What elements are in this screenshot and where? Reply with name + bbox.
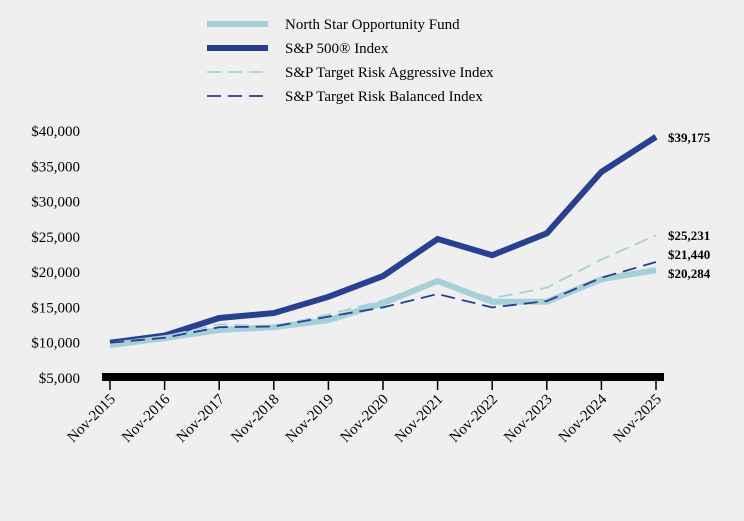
x-tick-label: Nov-2024: [556, 391, 611, 446]
y-tick-label: $40,000: [31, 124, 80, 140]
legend-label: S&P Target Risk Balanced Index: [285, 89, 483, 105]
x-tick-label: Nov-2022: [447, 392, 501, 446]
legend-label: North Star Opportunity Fund: [285, 17, 460, 33]
legend-label: S&P Target Risk Aggressive Index: [285, 65, 494, 81]
series-line-1: [110, 137, 656, 343]
x-tick-label: Nov-2016: [119, 391, 174, 446]
x-tick-label: Nov-2020: [338, 392, 392, 446]
end-value-label: $20,284: [668, 266, 711, 281]
legend-label: S&P 500® Index: [285, 41, 389, 57]
x-tick-label: Nov-2019: [283, 392, 337, 446]
x-tick-label: Nov-2015: [65, 392, 119, 446]
end-value-label: $21,440: [668, 247, 710, 262]
y-tick-label: $10,000: [31, 336, 80, 352]
y-tick-label: $5,000: [39, 371, 80, 387]
legend: North Star Opportunity Fund S&P 500® Inde…: [207, 17, 494, 105]
x-axis-line: [102, 373, 664, 381]
x-tick-label: Nov-2017: [174, 391, 229, 446]
end-value-label: $39,175: [668, 130, 711, 145]
y-tick-label: $30,000: [31, 195, 80, 211]
end-labels: $20,284 $39,175 $25,231 $21,440: [668, 130, 711, 281]
y-tick-label: $15,000: [31, 300, 80, 316]
y-tick-label: $25,000: [31, 230, 80, 246]
x-tick-label: Nov-2025: [611, 392, 665, 446]
y-tick-label: $20,000: [31, 265, 80, 281]
x-tick-label: Nov-2023: [501, 392, 555, 446]
end-value-label: $25,231: [668, 228, 710, 243]
x-tick-label: Nov-2018: [228, 392, 282, 446]
series-lines: [110, 137, 656, 346]
y-tick-label: $35,000: [31, 159, 80, 175]
y-axis: $5,000 $10,000 $15,000 $20,000 $25,000 $30,00…: [31, 124, 80, 387]
x-tick-label: Nov-2021: [392, 392, 446, 446]
